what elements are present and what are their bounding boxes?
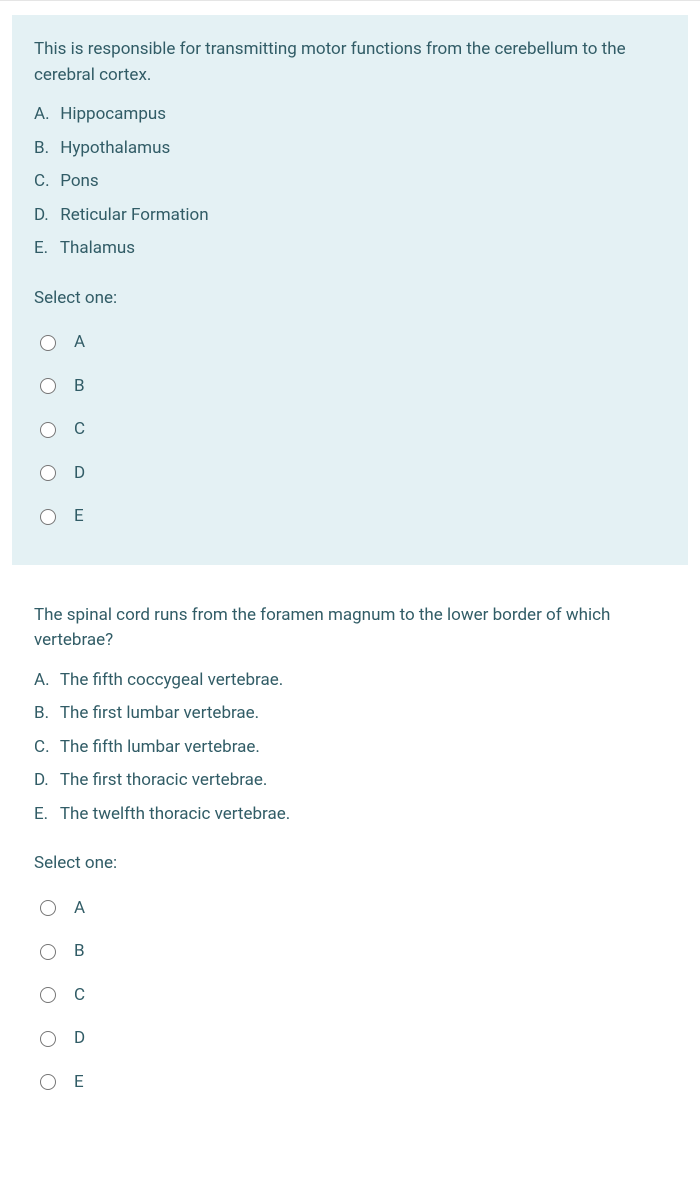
answer-item: E. The twelfth thoracic vertebrae.: [34, 802, 666, 828]
radio-option[interactable]: D: [34, 452, 666, 496]
answer-text: Thalamus: [60, 238, 135, 258]
radio-input[interactable]: [40, 422, 56, 438]
answer-text: The twelfth thoracic vertebrae.: [60, 804, 290, 824]
radio-label[interactable]: D: [74, 461, 85, 487]
radio-input[interactable]: [40, 1074, 56, 1090]
radio-option[interactable]: C: [34, 974, 666, 1018]
answer-letter: C.: [34, 169, 56, 195]
radio-label[interactable]: A: [74, 896, 85, 922]
answer-item: E. Thalamus: [34, 236, 666, 262]
question-card: This is responsible for transmitting mot…: [12, 15, 688, 565]
question-prompt: This is responsible for transmitting mot…: [34, 37, 666, 88]
radio-label[interactable]: A: [74, 330, 85, 356]
radio-input[interactable]: [40, 944, 56, 960]
answer-letter: D.: [34, 768, 56, 794]
radio-label[interactable]: B: [74, 374, 85, 400]
radio-option[interactable]: C: [34, 408, 666, 452]
answer-text: The first lumbar vertebrae.: [60, 703, 259, 723]
radio-label[interactable]: E: [74, 1070, 84, 1096]
answer-letter: A.: [34, 102, 56, 128]
answer-text: The first thoracic vertebrae.: [60, 770, 268, 790]
answer-text: The fifth coccygeal vertebrae.: [60, 670, 283, 690]
answer-item: B. The first lumbar vertebrae.: [34, 701, 666, 727]
answer-text: Reticular Formation: [60, 205, 208, 225]
answer-letter: B.: [34, 136, 56, 162]
answer-letter: A.: [34, 668, 56, 694]
answer-letter: E.: [34, 802, 56, 828]
radio-option[interactable]: E: [34, 1061, 666, 1105]
radio-input[interactable]: [40, 465, 56, 481]
question-prompt: The spinal cord runs from the foramen ma…: [34, 603, 666, 654]
answer-letter: C.: [34, 735, 56, 761]
answer-item: D. The first thoracic vertebrae.: [34, 768, 666, 794]
answer-list: A. Hippocampus B. Hypothalamus C. Pons D…: [34, 102, 666, 262]
radio-label[interactable]: D: [74, 1026, 85, 1052]
radio-input[interactable]: [40, 1031, 56, 1047]
page-container: This is responsible for transmitting mot…: [0, 0, 700, 1130]
radio-option[interactable]: A: [34, 321, 666, 365]
radio-input[interactable]: [40, 900, 56, 916]
radio-option[interactable]: E: [34, 495, 666, 539]
answer-text: The fifth lumbar vertebrae.: [60, 737, 260, 757]
answer-text: Hippocampus: [60, 104, 166, 124]
radio-input[interactable]: [40, 509, 56, 525]
radio-label[interactable]: B: [74, 939, 85, 965]
radio-label[interactable]: E: [74, 504, 84, 530]
question-card: The spinal cord runs from the foramen ma…: [12, 595, 688, 1131]
answer-item: B. Hypothalamus: [34, 136, 666, 162]
answer-item: C. Pons: [34, 169, 666, 195]
answer-item: A. The fifth coccygeal vertebrae.: [34, 668, 666, 694]
radio-label[interactable]: C: [74, 417, 85, 443]
radio-input[interactable]: [40, 987, 56, 1003]
radio-label[interactable]: C: [74, 983, 85, 1009]
answer-item: D. Reticular Formation: [34, 203, 666, 229]
answer-item: C. The fifth lumbar vertebrae.: [34, 735, 666, 761]
select-prompt: Select one:: [34, 286, 666, 312]
answer-letter: D.: [34, 203, 56, 229]
radio-input[interactable]: [40, 378, 56, 394]
radio-option[interactable]: B: [34, 365, 666, 409]
answer-item: A. Hippocampus: [34, 102, 666, 128]
answer-letter: E.: [34, 236, 56, 262]
radio-option[interactable]: B: [34, 930, 666, 974]
radio-option[interactable]: D: [34, 1017, 666, 1061]
select-prompt: Select one:: [34, 851, 666, 877]
answer-text: Pons: [60, 171, 98, 191]
answer-list: A. The fifth coccygeal vertebrae. B. The…: [34, 668, 666, 828]
answer-text: Hypothalamus: [60, 138, 170, 158]
radio-option[interactable]: A: [34, 887, 666, 931]
answer-letter: B.: [34, 701, 56, 727]
radio-input[interactable]: [40, 335, 56, 351]
